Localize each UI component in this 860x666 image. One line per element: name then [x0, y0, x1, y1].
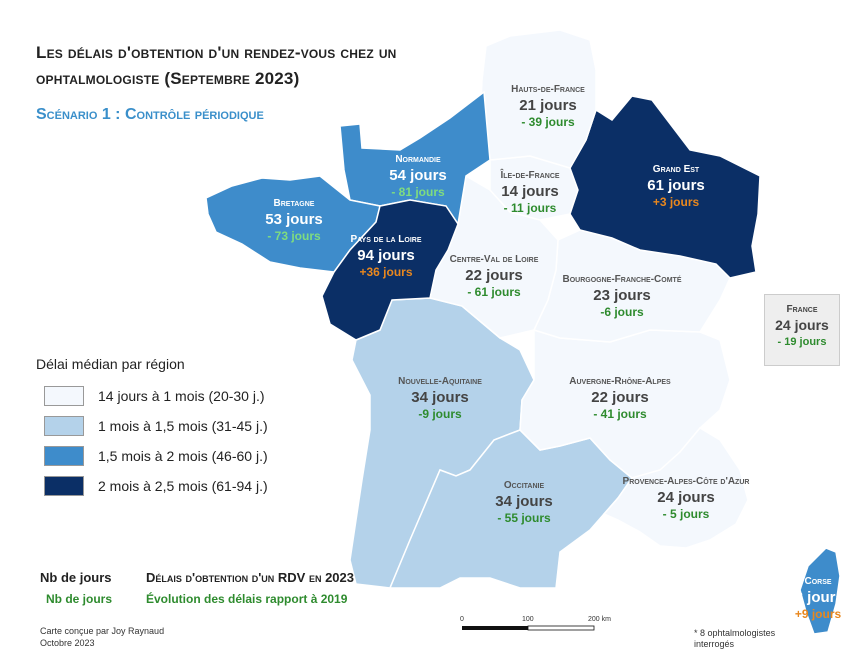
- region-label: Île-de-France 14 jours - 11 jours: [450, 170, 610, 216]
- region-evolution: - 81 jours: [391, 185, 445, 200]
- legend-item: 1,5 mois à 2 mois (46-60 j.): [44, 446, 268, 466]
- region-evolution: - 39 jours: [521, 115, 575, 130]
- region-days: 53 jours: [265, 210, 323, 228]
- region-label: Centre-Val de Loire 22 jours - 61 jours: [414, 254, 574, 300]
- region-evolution: +3 jours: [652, 195, 700, 210]
- page-title: Les délais d'obtention d'un rendez-vous …: [36, 43, 397, 88]
- region-shape-pays-de-la-loire[interactable]: [321, 199, 459, 341]
- legend-title: Délai médian par région: [36, 356, 185, 372]
- credit-author: Carte conçue par Joy Raynaud: [40, 626, 165, 636]
- scale-bar: [462, 625, 595, 631]
- region-shape-corse[interactable]: [799, 547, 841, 635]
- credit-date: Octobre 2023: [40, 638, 95, 648]
- legend-label: 1,5 mois à 2 mois (46-60 j.): [98, 448, 268, 464]
- region-days: 22 jours: [465, 266, 523, 284]
- region-days: 14 jours: [501, 182, 559, 200]
- region-label: Corse 48 jours* +9 jours: [738, 576, 860, 622]
- legend-swatch: [44, 476, 84, 496]
- key-evo-label: Nb de jours: [46, 592, 113, 606]
- region-evolution: - 11 jours: [503, 201, 557, 216]
- corse-footnote: * 8 ophtalmologistes interrogés: [694, 628, 775, 650]
- region-name: Provence-Alpes-Côte d'Azur: [622, 476, 750, 487]
- legend-label: 2 mois à 2,5 mois (61-94 j.): [98, 478, 268, 494]
- credit: Carte conçue par Joy Raynaud Octobre 202…: [40, 625, 164, 649]
- region-label: Auvergne-Rhône-Alpes 22 jours - 41 jours: [540, 376, 700, 422]
- footnote-star: *: [694, 628, 698, 638]
- region-name: Bretagne: [273, 198, 315, 209]
- region-evolution: +9 jours: [794, 607, 842, 622]
- scale-label-0: 0: [460, 616, 464, 623]
- legend-label: 1 mois à 1,5 mois (31-45 j.): [98, 418, 268, 434]
- region-label: Pays de la Loire 94 jours +36 jours: [306, 234, 466, 280]
- region-label: Occitanie 34 jours - 55 jours: [444, 480, 604, 526]
- region-evolution: - 55 jours: [497, 511, 551, 526]
- region-label: Hauts-de-France 21 jours - 39 jours: [468, 84, 628, 130]
- region-name: Nouvelle-Aquitaine: [398, 376, 482, 387]
- region-days: 21 jours: [519, 96, 577, 114]
- france-summary-box: France 24 jours - 19 jours: [764, 294, 840, 366]
- key-days-desc: Délais d'obtention d'un RDV en 2023: [146, 570, 354, 585]
- footnote-line1: 8 ophtalmologistes: [700, 628, 776, 638]
- region-name: Auvergne-Rhône-Alpes: [569, 376, 671, 387]
- region-shape-paca[interactable]: [602, 427, 749, 549]
- region-label: Normandie 54 jours - 81 jours: [338, 154, 498, 200]
- region-name: Corse: [804, 576, 832, 587]
- region-name: Île-de-France: [500, 170, 560, 181]
- region-label: Bretagne 53 jours - 73 jours: [214, 198, 374, 244]
- region-days: 34 jours: [495, 492, 553, 510]
- region-days: 61 jours: [647, 176, 705, 194]
- region-days: 54 jours: [389, 166, 447, 184]
- france-days: 24 jours: [775, 317, 829, 333]
- region-evolution: +36 jours: [359, 265, 413, 280]
- region-days: 22 jours: [591, 388, 649, 406]
- region-label: Grand Est 61 jours +3 jours: [596, 164, 756, 210]
- region-evolution: - 61 jours: [467, 285, 521, 300]
- footnote-line2: interrogés: [694, 639, 735, 649]
- region-name: Normandie: [395, 154, 441, 165]
- region-days: 24 jours: [657, 488, 715, 506]
- region-label: Provence-Alpes-Côte d'Azur 24 jours - 5 jo…: [606, 476, 766, 522]
- region-evolution: - 73 jours: [267, 229, 321, 244]
- region-evolution: - 41 jours: [593, 407, 647, 422]
- legend-item: 14 jours à 1 mois (20-30 j.): [44, 386, 265, 406]
- scale-label-100: 100: [522, 616, 534, 623]
- region-label: Bourgogne-Franche-Comté 23 jours -6 jours: [542, 274, 702, 320]
- region-name: Occitanie: [503, 480, 545, 491]
- legend-item: 2 mois à 2,5 mois (61-94 j.): [44, 476, 268, 496]
- region-label: Nouvelle-Aquitaine 34 jours -9 jours: [360, 376, 520, 422]
- region-name: Hauts-de-France: [511, 84, 585, 95]
- region-name: Pays de la Loire: [350, 234, 422, 245]
- key-days-label: Nb de jours: [40, 570, 112, 585]
- region-days: 94 jours: [357, 246, 415, 264]
- france-name: France: [786, 304, 818, 315]
- region-shape-grand-est[interactable]: [569, 95, 761, 279]
- region-evolution: - 5 jours: [662, 507, 710, 522]
- legend-item: 1 mois à 1,5 mois (31-45 j.): [44, 416, 268, 436]
- region-days: 23 jours: [593, 286, 651, 304]
- region-name: Bourgogne-Franche-Comté: [562, 274, 682, 285]
- region-name: Centre-Val de Loire: [449, 254, 539, 265]
- region-days: 48 jours*: [786, 588, 850, 606]
- key-evo-desc: Évolution des délais rapport à 2019: [146, 592, 348, 606]
- region-days: 34 jours: [411, 388, 469, 406]
- legend-label: 14 jours à 1 mois (20-30 j.): [98, 388, 265, 404]
- region-name: Grand Est: [652, 164, 700, 175]
- scale-label-200: 200 km: [588, 616, 611, 623]
- region-evolution: -6 jours: [600, 305, 644, 320]
- france-evolution: - 19 jours: [777, 336, 827, 348]
- legend-swatch: [44, 446, 84, 466]
- legend-swatch: [44, 416, 84, 436]
- region-evolution: -9 jours: [418, 407, 462, 422]
- legend-swatch: [44, 386, 84, 406]
- page-subtitle: Scénario 1 : Contrôle périodique: [36, 106, 264, 123]
